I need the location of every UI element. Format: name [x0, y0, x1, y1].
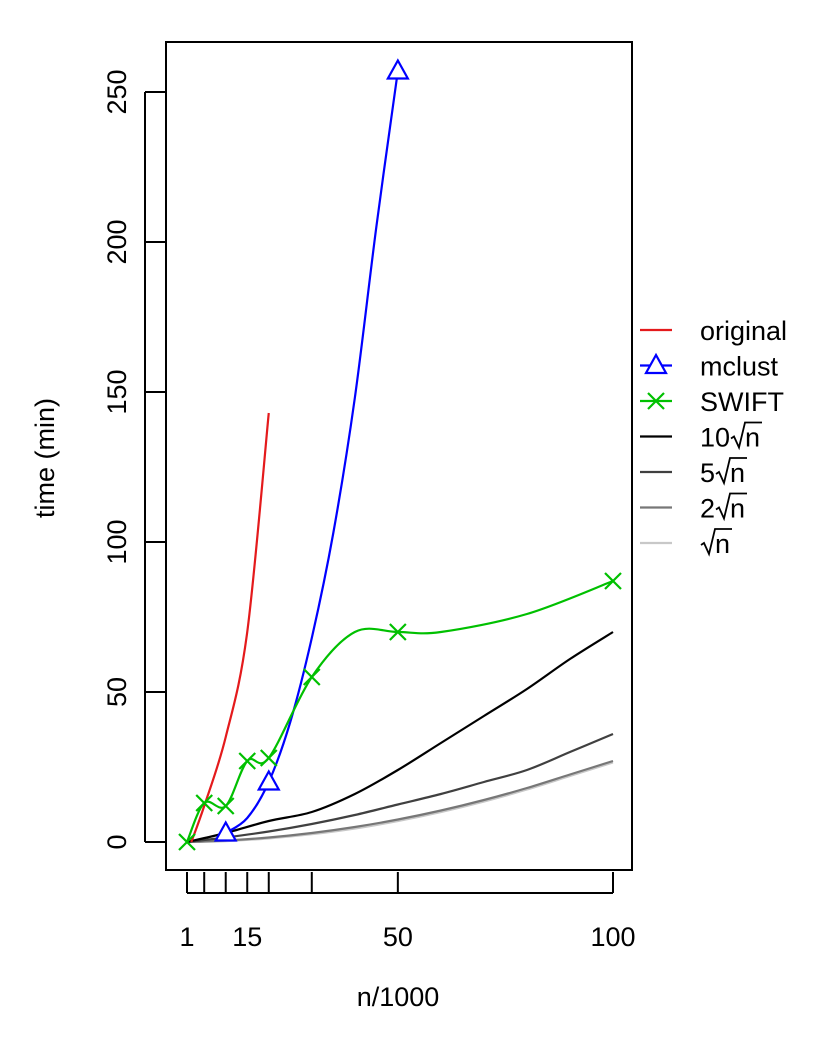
data-point-swift-stroke-b — [303, 668, 321, 686]
x-axis: 1 15 50 100 — [179, 872, 636, 952]
legend-item-10-n-radicand: n — [745, 423, 760, 453]
data-point-swift-stroke-b — [216, 797, 235, 815]
legend-item-10-n-label: 10 — [700, 423, 730, 453]
data-point-swift-stroke-b — [238, 752, 257, 770]
y-axis: 0 50 100 150 200 250 — [102, 69, 166, 850]
data-point-swift — [178, 833, 196, 851]
data-point-mclust — [385, 58, 410, 80]
x-tick-label: 1 — [179, 922, 194, 952]
data-point-swift — [303, 668, 321, 686]
legend-item-5-n-coefficient: 5 — [700, 458, 715, 488]
legend-item-10-n-radical-sign — [730, 421, 762, 451]
y-tick-label: 0 — [102, 834, 132, 849]
data-point-swift-stroke-b — [195, 794, 213, 812]
data-point-swift-stroke-b — [178, 833, 196, 851]
legend-item-5-n-radical-sign — [715, 457, 747, 486]
legend-item-n-radicand: n — [715, 529, 730, 559]
data-point-mclust — [256, 769, 281, 791]
legend-item-2-n-label: 2 — [700, 494, 715, 524]
x-tick-label: 15 — [232, 922, 262, 952]
legend-item-n-radical-sign — [700, 528, 732, 557]
x-axis-label: n/1000 — [357, 982, 440, 1012]
y-tick-label: 250 — [102, 69, 132, 114]
data-point-swift-stroke-b — [604, 572, 622, 590]
series-line-n — [186, 761, 614, 844]
legend-item-2-n-coefficient: 2 — [700, 494, 715, 524]
series-line-2-n — [186, 759, 614, 844]
data-point-swift — [389, 623, 407, 641]
legend-item-mclust-marker — [644, 352, 668, 375]
data-point-swift — [195, 794, 213, 812]
series-line-10-n — [186, 631, 614, 844]
legend-item-5-n-radicand: n — [730, 458, 745, 488]
series-line-5-n — [186, 732, 614, 844]
y-axis-label: time (min) — [30, 398, 60, 518]
data-point-swift — [216, 797, 235, 815]
legend-item-mclust-label: mclust — [700, 352, 779, 382]
data-point-swift-stroke-b — [259, 749, 278, 767]
x-tick-label: 50 — [383, 922, 413, 952]
x-tick-label: 100 — [590, 922, 635, 952]
data-point-swift — [604, 572, 622, 590]
legend-item-2-n-radical-sign — [715, 492, 747, 522]
y-tick-label: 100 — [102, 519, 132, 564]
legend-item-swift-marker — [647, 392, 665, 410]
data-point-mclust — [213, 820, 238, 842]
legend-item-original-label: original — [700, 316, 787, 346]
data-point-swift-stroke-b — [389, 623, 407, 641]
legend-item-5-n-label: 5 — [700, 458, 715, 488]
y-tick-label: 150 — [102, 369, 132, 414]
legend-item-2-n-radicand: n — [730, 494, 745, 524]
legend-item-swift-marker-stroke-b — [647, 392, 665, 410]
series-line-mclust — [225, 70, 399, 834]
y-tick-label: 50 — [102, 677, 132, 707]
legend-item-10-n-coefficient: 10 — [700, 423, 730, 453]
data-point-swift — [238, 752, 257, 770]
plot-area — [165, 41, 633, 871]
y-tick-label: 200 — [102, 219, 132, 264]
series-line-original — [190, 412, 270, 843]
plot-frame — [165, 41, 633, 871]
data-point-swift — [259, 749, 278, 767]
legend-item-swift-label: SWIFT — [700, 387, 784, 417]
